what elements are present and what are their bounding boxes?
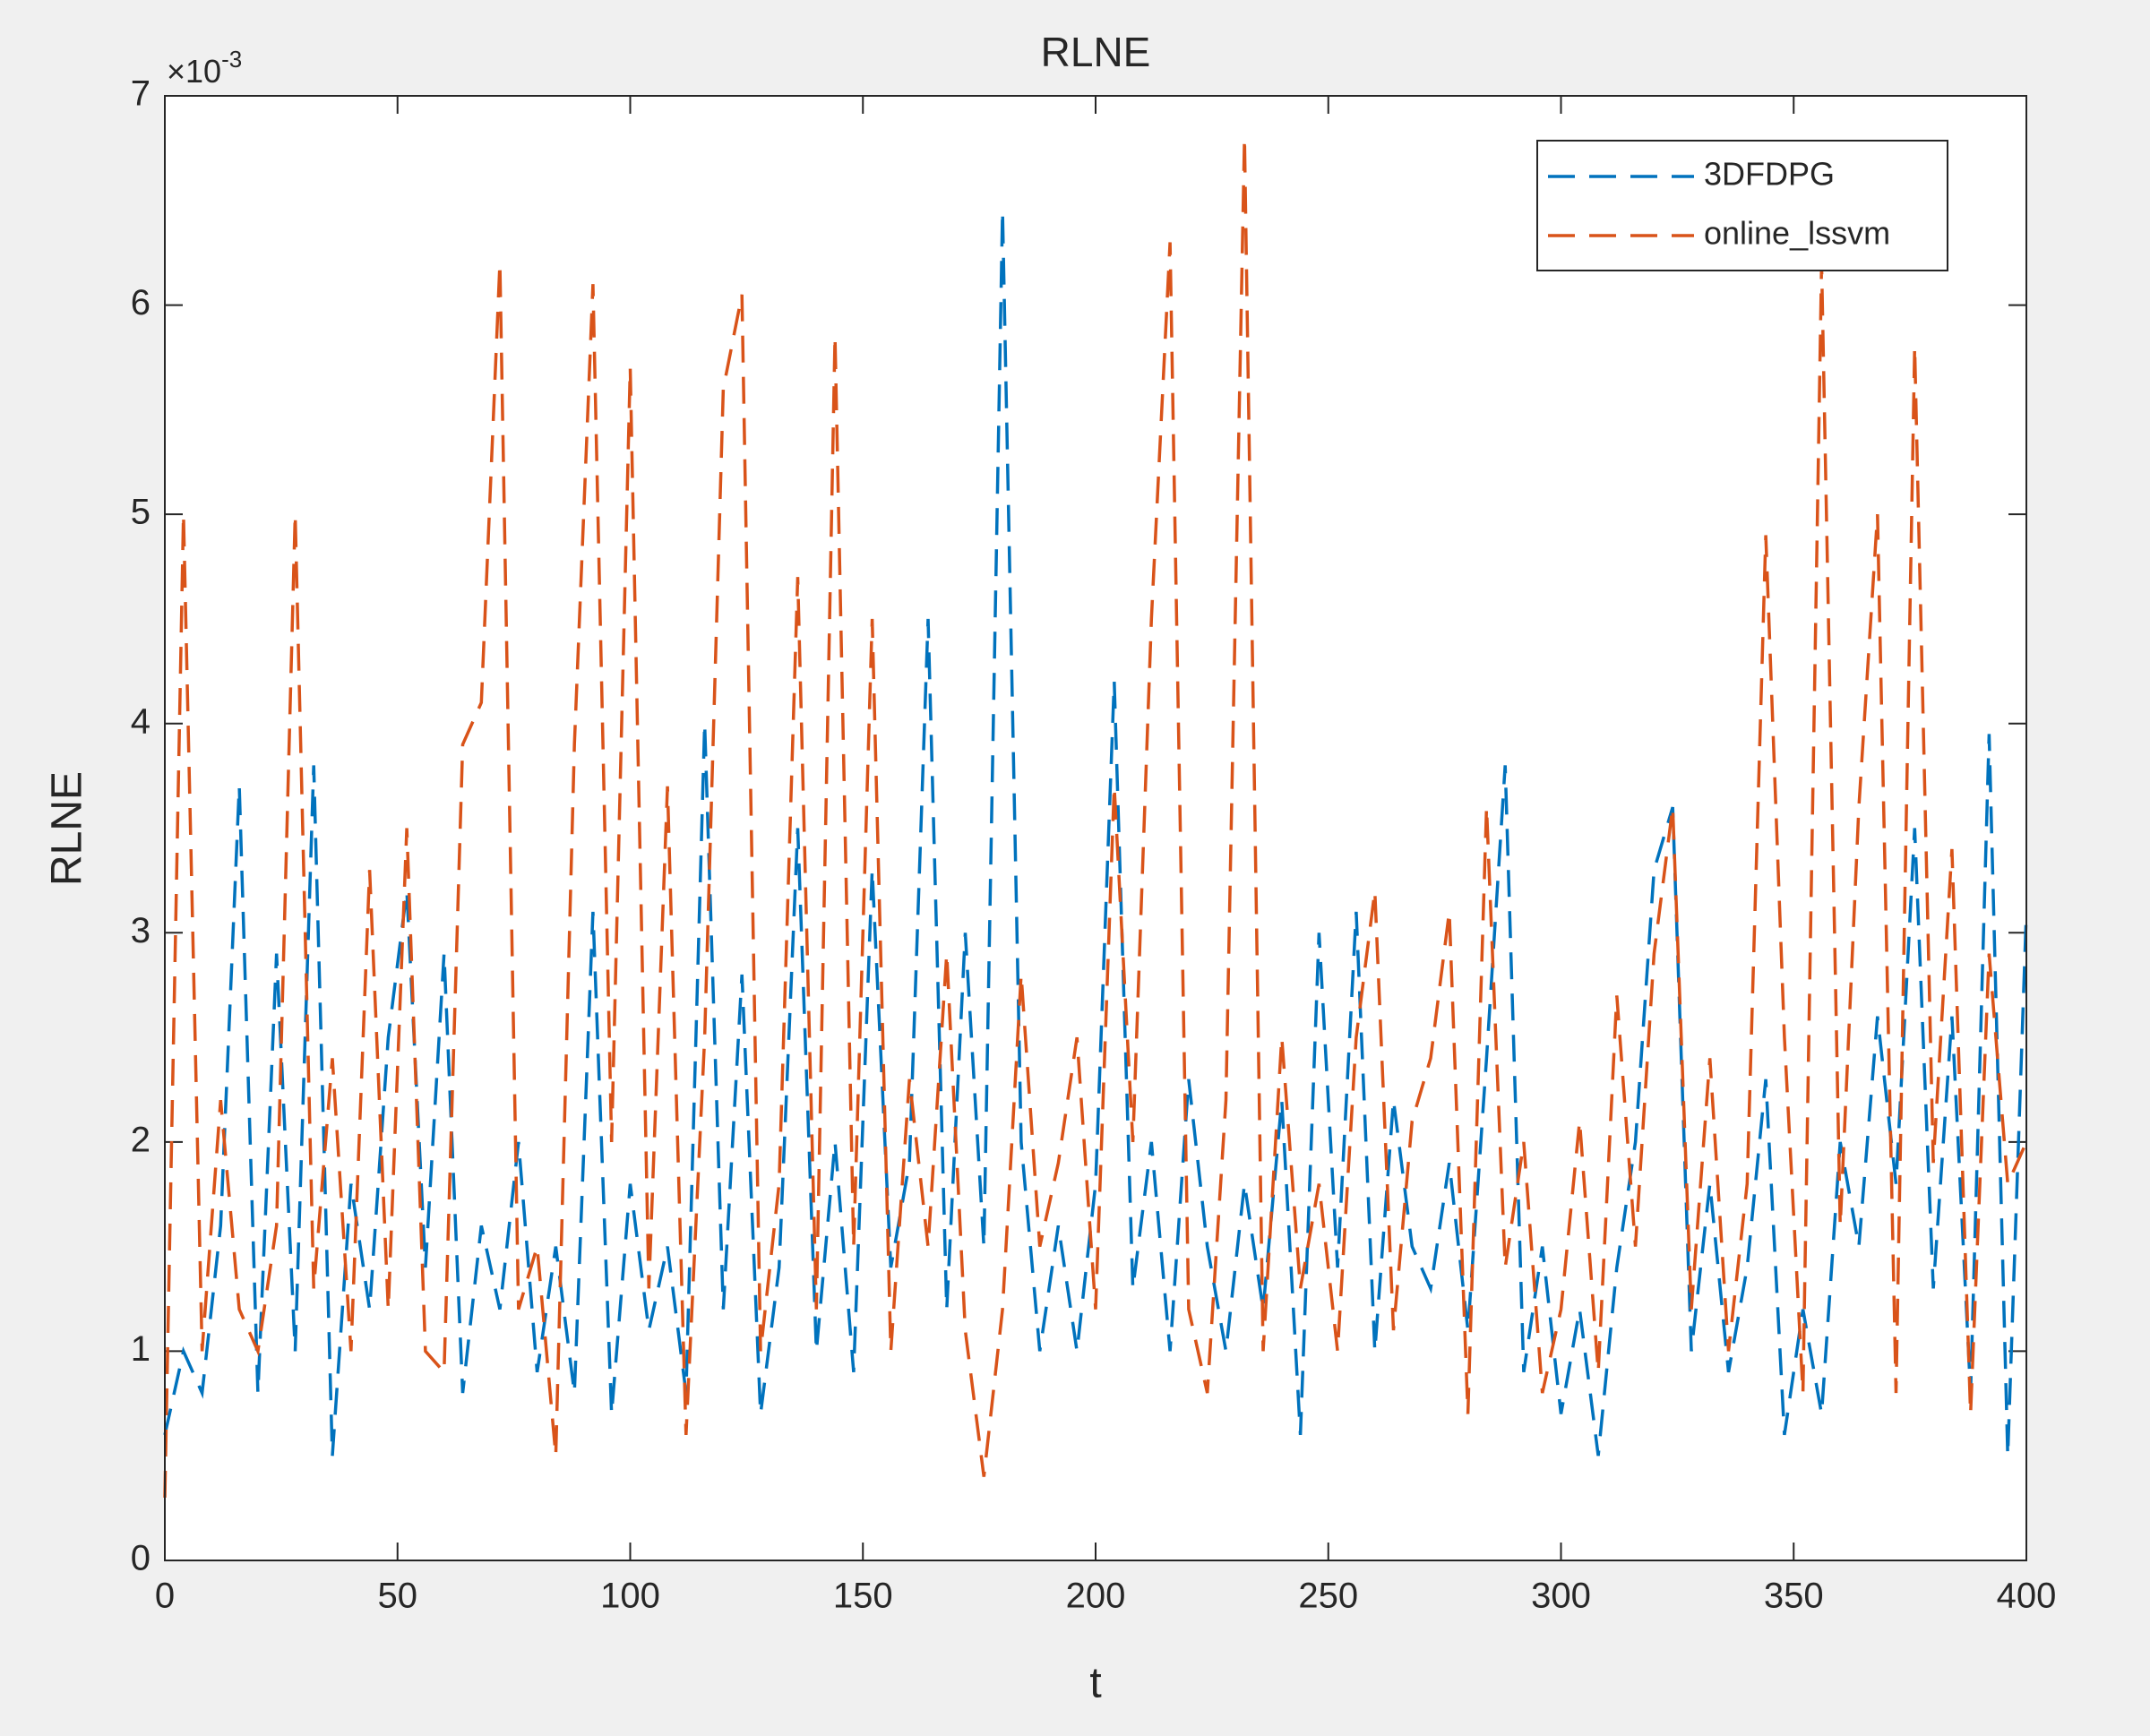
y-tick-label: 0: [131, 1539, 150, 1578]
y-tick-label: 3: [131, 911, 150, 950]
x-tick-label: 100: [600, 1577, 660, 1616]
chart-title: RLNE: [1041, 29, 1151, 75]
x-tick-label: 200: [1066, 1577, 1126, 1616]
y-tick-label: 2: [131, 1120, 150, 1159]
plot-area: [165, 96, 2026, 1560]
data-line: [163, 137, 2028, 1498]
x-tick-label: 0: [155, 1577, 175, 1616]
y-multiplier-base: ×10: [167, 53, 221, 90]
y-multiplier: ×10-3: [167, 46, 242, 90]
x-tick-label: 350: [1764, 1577, 1824, 1616]
y-tick-label: 4: [131, 701, 150, 741]
y-tick-label: 6: [131, 283, 150, 322]
legend-label: online_lssvm: [1704, 215, 1890, 252]
legend-label: 3DFDPG: [1704, 156, 1835, 193]
y-tick-label: 7: [131, 74, 150, 114]
x-tick-label: 300: [1531, 1577, 1591, 1616]
x-tick-label: 50: [378, 1577, 418, 1616]
y-axis-label: RLNE: [44, 771, 91, 886]
data-line: [163, 211, 2028, 1457]
x-tick-label: 250: [1298, 1577, 1358, 1616]
y-multiplier-power: -3: [221, 46, 242, 73]
y-tick-label: 1: [131, 1329, 150, 1369]
x-axis-label: t: [1089, 1660, 1101, 1707]
axes-box: [164, 95, 2027, 1561]
legend-box: [1536, 140, 1948, 271]
x-tick-label: 400: [1997, 1577, 2057, 1616]
y-tick-label: 5: [131, 493, 150, 532]
x-tick-label: 150: [833, 1577, 893, 1616]
legend: 3DFDPG online_lssvm: [1536, 140, 1948, 271]
